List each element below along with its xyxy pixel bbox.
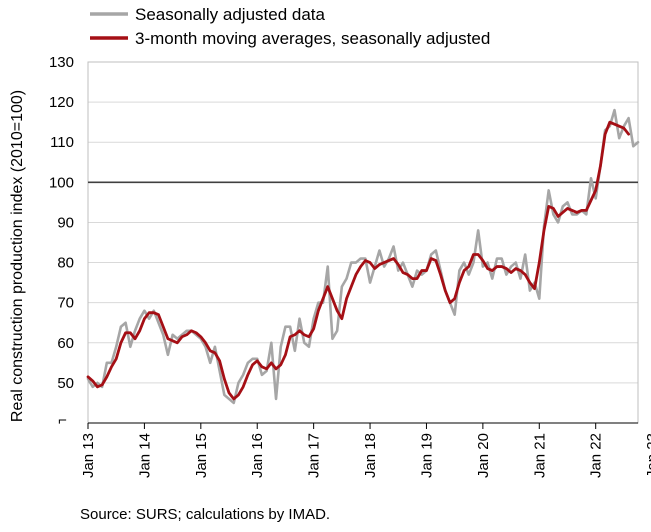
x-tick-label: Jan 14 (136, 433, 153, 478)
x-tick-label: Jan 13 (80, 433, 97, 478)
source-note: Source: SURS; calculations by IMAD. (80, 506, 331, 523)
x-tick-label: Jan 21 (531, 433, 548, 478)
x-tick-label: Jan 22 (588, 433, 605, 478)
x-tick-label: Jan 18 (362, 433, 379, 478)
x-axis-tick-labels: Jan 13 Jan 14 Jan 15 Jan 16 Jan 17 Jan 18 Jan … (80, 423, 651, 478)
x-tick-label: Jan 23 (644, 433, 651, 478)
y-axis-title: Real construction production index (2010… (9, 90, 26, 422)
x-tick-label: Jan 20 (475, 433, 492, 478)
plot-border (87, 61, 639, 424)
legend-label-seasonally-adjusted: Seasonally adjusted data (135, 5, 326, 24)
grid (88, 61, 638, 384)
y-tick-label-60: 60 (57, 335, 74, 352)
y-tick-label-90: 90 (57, 214, 74, 231)
y-tick-label-80: 80 (57, 255, 74, 272)
y-tick-label-70: 70 (57, 295, 74, 312)
legend: Seasonally adjusted data 3-month moving a… (90, 5, 490, 48)
y-axis-break-symbol: ⌐ (58, 412, 67, 429)
series-moving-average-line (86, 120, 630, 401)
x-tick-label: Jan 15 (193, 433, 210, 478)
y-tick-label-50: 50 (57, 375, 74, 392)
plot-frame (87, 61, 639, 424)
series-seasonally-adjusted-line (86, 108, 640, 405)
y-tick-label-120: 120 (49, 94, 74, 111)
y-tick-label-110: 110 (50, 134, 74, 151)
series-layer (86, 108, 640, 405)
y-tick-label-100: 100 (49, 174, 74, 191)
x-tick-label: Jan 17 (306, 433, 323, 478)
legend-label-moving-average: 3-month moving averages, seasonally adju… (135, 29, 490, 48)
y-tick-label-130: 130 (49, 54, 74, 71)
x-tick-label: Jan 16 (249, 433, 266, 478)
y-axis-tick-labels: 50 60 70 80 90 100 110 120 130 ⌐ (49, 54, 74, 429)
x-tick-label: Jan 19 (418, 433, 435, 478)
